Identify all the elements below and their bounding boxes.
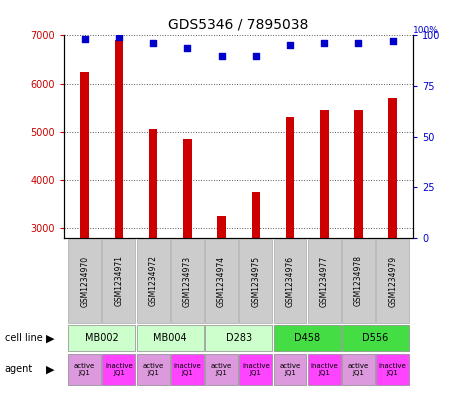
Text: GSM1234971: GSM1234971 [114,255,124,307]
Text: inactive
JQ1: inactive JQ1 [105,363,133,376]
Point [115,34,123,40]
Text: active
JQ1: active JQ1 [74,363,95,376]
Text: GSM1234979: GSM1234979 [388,255,397,307]
Bar [376,239,409,323]
Text: inactive
JQ1: inactive JQ1 [310,363,338,376]
Text: GSM1234977: GSM1234977 [320,255,329,307]
Bar [80,72,89,373]
Text: GSM1234973: GSM1234973 [183,255,192,307]
Bar [68,325,135,351]
Text: agent: agent [5,364,33,375]
Text: GSM1234978: GSM1234978 [354,255,363,307]
Bar [252,192,260,373]
Bar [308,239,341,323]
Text: active
JQ1: active JQ1 [279,363,301,376]
Point [286,42,294,49]
Text: D283: D283 [226,333,252,343]
Bar [389,98,397,373]
Text: active
JQ1: active JQ1 [211,363,232,376]
Point [389,38,397,44]
Bar [103,239,135,323]
Text: D458: D458 [294,333,320,343]
Text: active
JQ1: active JQ1 [142,363,164,376]
Text: active
JQ1: active JQ1 [348,363,369,376]
Bar [171,239,204,323]
Text: ▶: ▶ [46,333,54,343]
Text: GSM1234972: GSM1234972 [149,255,158,307]
Bar [342,239,375,323]
Bar [274,354,306,385]
Text: inactive
JQ1: inactive JQ1 [242,363,270,376]
Text: GSM1234976: GSM1234976 [285,255,294,307]
Bar [68,354,101,385]
Point [321,40,328,47]
Bar [342,354,375,385]
Bar [217,216,226,373]
Text: cell line: cell line [5,333,42,343]
Text: D556: D556 [362,333,389,343]
Bar [376,354,409,385]
Bar [183,139,191,373]
Point [81,36,88,42]
Bar [137,325,204,351]
Bar [137,239,170,323]
Bar [68,239,101,323]
Bar [239,354,272,385]
Title: GDS5346 / 7895038: GDS5346 / 7895038 [169,17,309,31]
Bar [205,325,272,351]
Bar [114,40,123,373]
Point [252,52,260,59]
Bar [137,354,170,385]
Bar [239,239,272,323]
Text: GSM1234975: GSM1234975 [251,255,260,307]
Bar [342,325,409,351]
Bar [274,325,341,351]
Text: MB002: MB002 [85,333,119,343]
Bar [205,354,238,385]
Text: ▶: ▶ [46,364,54,375]
Text: inactive
JQ1: inactive JQ1 [173,363,201,376]
Text: 100%: 100% [413,26,439,35]
Bar [308,354,341,385]
Bar [171,354,204,385]
Bar [286,117,294,373]
Text: inactive
JQ1: inactive JQ1 [379,363,407,376]
Text: GSM1234974: GSM1234974 [217,255,226,307]
Bar [205,239,238,323]
Bar [274,239,306,323]
Text: GSM1234970: GSM1234970 [80,255,89,307]
Bar [149,129,157,373]
Point [149,40,157,47]
Point [183,44,191,51]
Point [355,40,362,47]
Point [218,52,225,59]
Bar [354,110,363,373]
Bar [103,354,135,385]
Bar [320,110,329,373]
Text: MB004: MB004 [153,333,187,343]
